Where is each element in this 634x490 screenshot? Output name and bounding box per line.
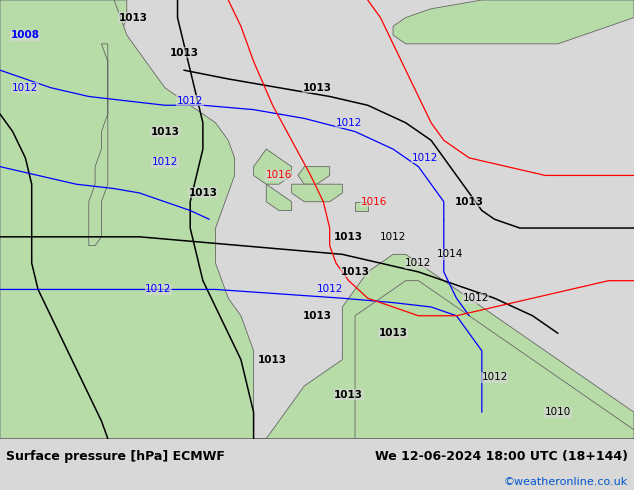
Text: 1013: 1013 [302, 83, 332, 93]
Text: 1012: 1012 [380, 232, 406, 242]
Polygon shape [266, 184, 292, 211]
Text: 1012: 1012 [405, 258, 432, 268]
Text: ©weatheronline.co.uk: ©weatheronline.co.uk [503, 477, 628, 487]
Text: 1012: 1012 [145, 284, 172, 294]
Text: 1012: 1012 [462, 293, 489, 303]
Text: 1012: 1012 [152, 157, 178, 167]
Text: 1013: 1013 [378, 328, 408, 338]
Text: 1013: 1013 [455, 196, 484, 207]
Text: 1016: 1016 [361, 196, 387, 207]
Text: 1013: 1013 [188, 188, 217, 198]
Polygon shape [89, 44, 108, 245]
Text: 1013: 1013 [119, 13, 148, 23]
Text: 1013: 1013 [302, 311, 332, 321]
Text: 1013: 1013 [169, 48, 198, 58]
Text: 1010: 1010 [545, 407, 571, 417]
Text: 1014: 1014 [437, 249, 463, 259]
Text: 1012: 1012 [12, 83, 39, 93]
Text: 1013: 1013 [334, 232, 363, 242]
Text: 1013: 1013 [150, 126, 179, 137]
Polygon shape [355, 281, 634, 439]
Polygon shape [298, 167, 330, 184]
Text: 1012: 1012 [411, 153, 438, 163]
Text: 1013: 1013 [340, 267, 370, 277]
Text: We 12-06-2024 18:00 UTC (18+144): We 12-06-2024 18:00 UTC (18+144) [375, 450, 628, 463]
Polygon shape [0, 0, 127, 153]
Text: Surface pressure [hPa] ECMWF: Surface pressure [hPa] ECMWF [6, 450, 225, 463]
Text: 1013: 1013 [258, 355, 287, 365]
Text: 1012: 1012 [481, 372, 508, 382]
Text: 1013: 1013 [334, 390, 363, 400]
Polygon shape [0, 0, 634, 439]
Polygon shape [254, 149, 292, 184]
Text: 1008: 1008 [11, 30, 40, 40]
Text: 1012: 1012 [316, 284, 343, 294]
Polygon shape [393, 0, 634, 44]
Text: 1016: 1016 [266, 171, 292, 180]
Text: 1012: 1012 [335, 118, 362, 128]
Text: 1012: 1012 [177, 96, 204, 106]
Polygon shape [292, 184, 342, 202]
Polygon shape [355, 202, 368, 211]
